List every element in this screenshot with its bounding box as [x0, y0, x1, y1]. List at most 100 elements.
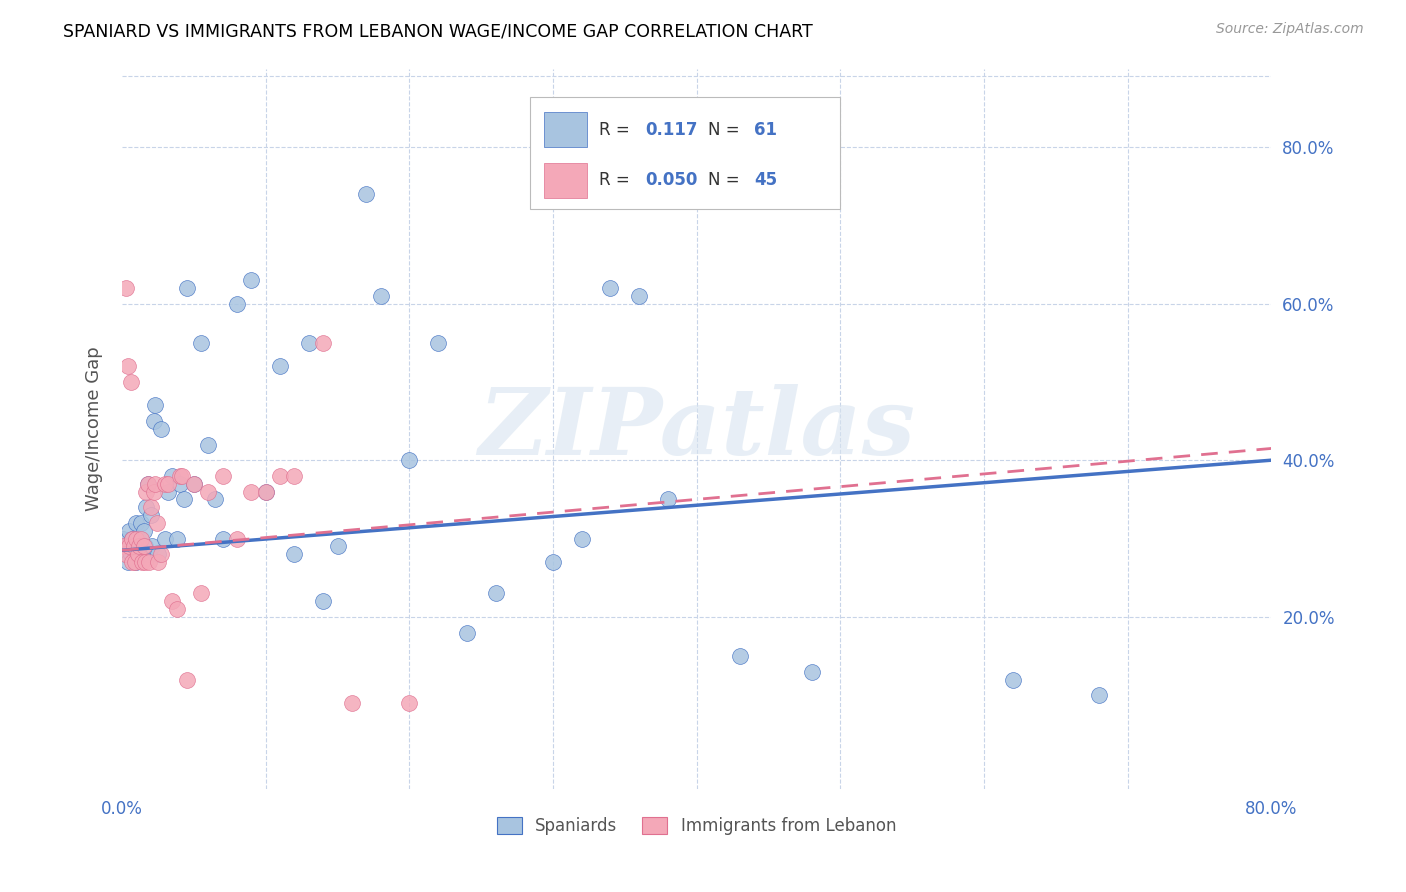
Point: [162, 468, 184, 483]
Point: [121, 532, 143, 546]
Point: [127, 532, 149, 546]
Point: [120, 375, 142, 389]
Text: SPANIARD VS IMMIGRANTS FROM LEBANON WAGE/INCOME GAP CORRELATION CHART: SPANIARD VS IMMIGRANTS FROM LEBANON WAGE…: [63, 22, 813, 40]
Point: [114, 547, 136, 561]
Point: [124, 555, 146, 569]
Point: [115, 540, 138, 554]
Point: [254, 484, 277, 499]
Point: [120, 547, 142, 561]
Text: 45: 45: [754, 171, 778, 189]
Point: [541, 555, 564, 569]
Point: [340, 696, 363, 710]
Point: [240, 484, 263, 499]
Point: [204, 492, 226, 507]
Point: [128, 540, 150, 554]
Point: [312, 594, 335, 608]
Bar: [544, 112, 588, 147]
FancyBboxPatch shape: [530, 97, 841, 209]
Point: [139, 500, 162, 515]
Point: [169, 476, 191, 491]
Point: [254, 484, 277, 499]
Point: [456, 625, 478, 640]
Point: [134, 540, 156, 554]
Point: [138, 555, 160, 569]
Point: [153, 532, 176, 546]
Point: [298, 335, 321, 350]
Legend: Spaniards, Immigrants from Lebanon: Spaniards, Immigrants from Lebanon: [496, 817, 896, 835]
Point: [114, 547, 136, 561]
Text: 0.117: 0.117: [645, 120, 697, 139]
Point: [484, 586, 506, 600]
Point: [134, 555, 156, 569]
Point: [131, 547, 153, 561]
Point: [183, 476, 205, 491]
Point: [141, 540, 163, 554]
Point: [136, 476, 159, 491]
Point: [142, 484, 165, 499]
Point: [172, 468, 194, 483]
Point: [657, 492, 679, 507]
Point: [240, 273, 263, 287]
Point: [118, 524, 141, 538]
Text: R =: R =: [599, 120, 636, 139]
Point: [128, 540, 150, 554]
Bar: [544, 163, 588, 197]
Point: [125, 555, 148, 569]
Text: N =: N =: [709, 171, 745, 189]
Point: [176, 281, 198, 295]
Point: [127, 547, 149, 561]
Point: [190, 586, 212, 600]
Text: 0.050: 0.050: [645, 171, 697, 189]
Point: [149, 422, 172, 436]
Point: [628, 288, 651, 302]
Text: Source: ZipAtlas.com: Source: ZipAtlas.com: [1216, 22, 1364, 37]
Point: [146, 555, 169, 569]
Point: [599, 281, 621, 295]
Point: [190, 335, 212, 350]
Point: [197, 437, 219, 451]
Point: [124, 547, 146, 561]
Point: [427, 335, 450, 350]
Text: N =: N =: [709, 120, 745, 139]
Point: [283, 468, 305, 483]
Text: 61: 61: [754, 120, 778, 139]
Point: [183, 476, 205, 491]
Point: [125, 532, 148, 546]
Point: [571, 532, 593, 546]
Point: [117, 555, 139, 569]
Point: [121, 532, 143, 546]
Point: [156, 476, 179, 491]
Point: [197, 484, 219, 499]
Point: [226, 296, 249, 310]
Point: [118, 540, 141, 554]
Point: [269, 359, 291, 374]
Point: [312, 335, 335, 350]
Point: [169, 468, 191, 483]
Point: [143, 476, 166, 491]
Point: [135, 500, 157, 515]
Point: [156, 484, 179, 499]
Point: [122, 540, 145, 554]
Point: [398, 696, 420, 710]
Point: [129, 516, 152, 530]
Point: [125, 516, 148, 530]
Point: [112, 532, 135, 546]
Point: [283, 547, 305, 561]
Point: [211, 468, 233, 483]
Point: [136, 476, 159, 491]
Point: [115, 281, 138, 295]
Point: [149, 547, 172, 561]
Point: [112, 540, 135, 554]
Y-axis label: Wage/Income Gap: Wage/Income Gap: [86, 346, 103, 511]
Point: [117, 359, 139, 374]
Point: [1087, 688, 1109, 702]
Point: [121, 555, 143, 569]
Point: [166, 602, 188, 616]
Point: [354, 186, 377, 201]
Point: [146, 547, 169, 561]
Point: [800, 665, 823, 679]
Point: [129, 532, 152, 546]
Point: [1001, 673, 1024, 687]
Point: [166, 532, 188, 546]
Point: [131, 555, 153, 569]
